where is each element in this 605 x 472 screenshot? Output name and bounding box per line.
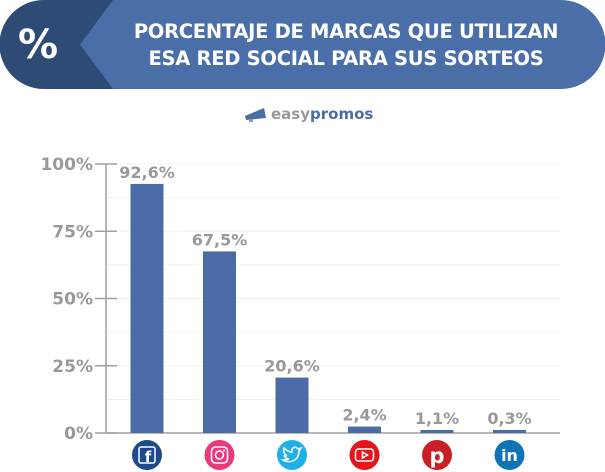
icon-shape: [280, 446, 303, 463]
y-tick-label: 25%: [52, 357, 93, 377]
page-title: PORCENTAJE DE MARCAS QUE UTILIZAN ESA RE…: [96, 18, 596, 72]
data-label: 2,4%: [342, 406, 386, 425]
bar: [348, 426, 381, 433]
pinterest-icon: p: [422, 440, 452, 470]
icon-shape: [354, 448, 375, 462]
y-tick-label: 100%: [40, 155, 93, 175]
bar: [203, 251, 236, 433]
icon-shape: [223, 449, 225, 452]
data-label: 92,6%: [119, 163, 175, 182]
logo-text-easy: easy: [271, 105, 311, 123]
data-label: 0,3%: [487, 409, 531, 428]
facebook-icon: f: [132, 440, 162, 470]
bar: [493, 430, 526, 433]
megaphone-icon: [245, 108, 266, 122]
linkedin-icon: in: [494, 440, 525, 470]
icon-shape: [210, 446, 229, 464]
icon-circle: [494, 440, 525, 470]
bar: [420, 430, 454, 433]
percent-icon: %: [18, 22, 59, 68]
icon-glyph: p: [429, 444, 444, 468]
y-tick-label: 75%: [52, 222, 93, 242]
icon-circle: [277, 440, 307, 470]
logo-text-promos: promos: [310, 105, 374, 123]
instagram-icon: [204, 440, 235, 470]
title-line-2: ESA RED SOCIAL PARA SUS SORTEOS: [148, 47, 544, 70]
title-banner: [0, 0, 605, 89]
bar: [275, 377, 309, 433]
easypromos-logo: easy promos: [244, 105, 373, 123]
youtube-icon: [349, 440, 380, 470]
icon-circle: [349, 440, 380, 470]
icon-shape: [361, 450, 369, 460]
icon-circle: [204, 440, 235, 470]
y-tick-label: 50%: [52, 290, 93, 310]
data-label: 1,1%: [415, 409, 459, 428]
icon-circle: [422, 440, 452, 470]
twitter-icon: [277, 440, 307, 470]
icon-shape: [214, 450, 225, 460]
icon-glyph: in: [501, 446, 518, 465]
data-label: 20,6%: [264, 357, 320, 376]
title-line-1: PORCENTAJE DE MARCAS QUE UTILIZAN: [133, 20, 559, 43]
icon-shape: [138, 446, 156, 464]
data-label: 67,5%: [192, 230, 248, 249]
y-tick-label: 0%: [64, 424, 93, 444]
bar: [130, 183, 164, 433]
icon-glyph: f: [145, 448, 152, 466]
